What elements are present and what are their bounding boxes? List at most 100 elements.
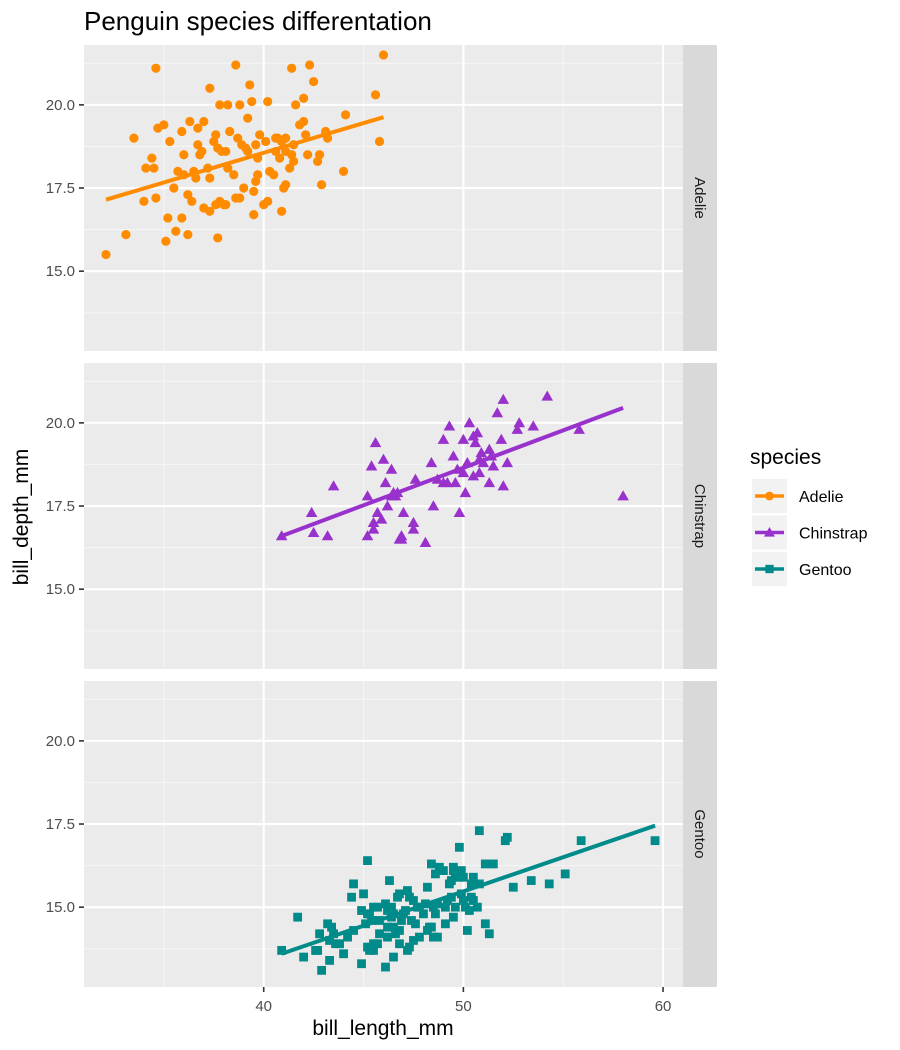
data-point xyxy=(141,163,151,173)
data-point xyxy=(469,437,482,448)
chart-title: Penguin species differentation xyxy=(84,6,432,36)
data-point xyxy=(576,836,586,846)
data-point xyxy=(277,136,287,147)
data-point xyxy=(151,63,161,73)
data-point xyxy=(407,523,420,534)
data-point xyxy=(211,200,221,210)
data-point xyxy=(325,955,334,965)
panel-background xyxy=(84,363,683,669)
data-point xyxy=(243,146,253,157)
data-point xyxy=(299,952,309,962)
data-point xyxy=(409,936,418,945)
legend-title: species xyxy=(750,446,821,469)
data-point xyxy=(223,100,233,110)
legend-label: Adelie xyxy=(799,489,844,506)
data-point xyxy=(395,939,404,949)
data-point xyxy=(161,236,171,246)
data-point xyxy=(395,926,404,935)
data-point xyxy=(560,869,570,879)
y-tick-label: 17.5 xyxy=(46,180,75,197)
data-point xyxy=(263,96,273,107)
data-point xyxy=(395,889,404,899)
data-point xyxy=(313,946,323,955)
data-point xyxy=(249,210,259,220)
data-point xyxy=(305,506,318,518)
facet-strip xyxy=(683,45,717,351)
data-point xyxy=(139,196,149,206)
data-point xyxy=(381,899,390,909)
data-point xyxy=(357,906,366,915)
data-point xyxy=(472,902,482,912)
data-point xyxy=(617,490,629,501)
data-point xyxy=(299,93,309,103)
data-point xyxy=(379,476,392,488)
data-point xyxy=(347,892,356,902)
data-point xyxy=(405,942,414,952)
data-point xyxy=(484,929,494,939)
data-point xyxy=(225,126,235,137)
data-point xyxy=(488,859,498,869)
data-point xyxy=(450,902,460,912)
data-point xyxy=(147,153,157,163)
data-point xyxy=(247,96,257,107)
data-point xyxy=(367,523,380,534)
data-point xyxy=(151,193,161,203)
data-point xyxy=(253,170,263,180)
data-point xyxy=(303,150,313,160)
x-tick-label: 60 xyxy=(655,998,672,1015)
data-point xyxy=(317,965,327,975)
data-point xyxy=(309,76,319,87)
data-point xyxy=(177,213,187,223)
data-point xyxy=(293,912,303,922)
data-point xyxy=(285,163,295,173)
data-point xyxy=(389,952,398,962)
x-axis-title: bill_length_mm xyxy=(312,1017,453,1040)
data-point xyxy=(419,536,432,547)
data-point xyxy=(327,922,336,932)
data-point xyxy=(179,150,189,160)
facet-strip-label: Gentoo xyxy=(691,809,708,858)
data-point xyxy=(397,916,406,925)
data-point xyxy=(235,100,245,110)
data-point xyxy=(437,476,450,488)
data-point xyxy=(177,126,187,137)
data-point xyxy=(511,423,524,434)
y-tick-label: 17.5 xyxy=(46,816,75,833)
data-point xyxy=(183,190,193,200)
data-point xyxy=(457,466,470,478)
facet-strip-label: Chinstrap xyxy=(691,484,708,548)
trend-line xyxy=(281,823,656,956)
data-point xyxy=(437,433,450,444)
data-point xyxy=(385,876,394,885)
y-tick-label: 17.5 xyxy=(46,498,75,515)
data-point xyxy=(305,60,315,70)
data-point xyxy=(191,173,201,183)
data-point xyxy=(431,869,440,879)
x-axis: 40 50 60 xyxy=(255,987,671,1015)
data-point xyxy=(464,906,474,915)
data-point xyxy=(101,249,111,260)
data-point xyxy=(357,959,366,969)
data-point xyxy=(378,50,389,60)
data-point xyxy=(197,146,207,157)
data-point xyxy=(363,856,372,866)
x-tick-label: 50 xyxy=(455,998,472,1015)
data-point xyxy=(411,919,420,929)
data-point xyxy=(527,420,540,431)
data-point xyxy=(327,480,340,491)
data-point xyxy=(440,902,450,912)
data-point xyxy=(329,929,338,939)
facet-panels: 15.017.520.0Adelie15.017.520.0Chinstrap1… xyxy=(46,45,717,987)
data-point xyxy=(281,146,291,157)
data-point xyxy=(403,886,412,895)
data-point xyxy=(249,186,259,196)
y-axis-title: bill_depth_mm xyxy=(10,449,33,586)
x-tick-label: 40 xyxy=(255,998,272,1015)
data-point xyxy=(231,193,241,203)
data-point xyxy=(415,932,424,942)
data-point xyxy=(301,130,311,140)
data-point xyxy=(287,63,297,73)
data-point xyxy=(456,866,466,875)
data-point xyxy=(373,902,382,912)
